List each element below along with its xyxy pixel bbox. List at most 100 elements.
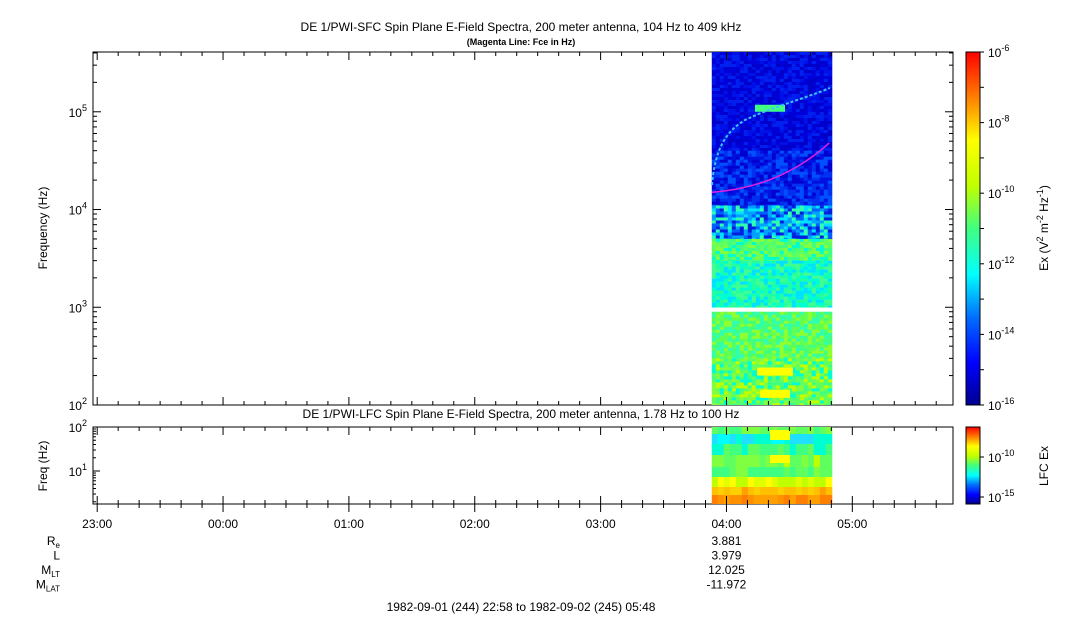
spectrogram-cell [763,229,769,233]
spectrogram-cell [803,204,809,206]
spectrogram-cell [743,232,749,236]
spectrogram-cell [751,214,757,218]
spectrogram-cell [771,241,777,246]
spectrogram-cell [811,241,817,246]
spectrogram-cell [739,189,745,193]
spectrogram-cell [755,97,761,101]
spectrogram-cell [791,94,797,98]
spectrogram-cell [799,223,805,227]
spectrogram-cell [763,302,769,306]
spectrogram-cell [815,223,821,227]
spectrogram-cell [731,373,737,377]
spectrogram-cell [739,397,745,401]
spectrogram-cell [731,168,737,172]
spectrogram-cell [751,385,757,389]
spectrogram-cell [823,153,829,157]
spectrogram-cell [711,373,717,377]
spectrogram-cell [715,136,721,140]
spectrogram-cell [751,403,757,405]
spectrogram-cell [711,403,717,405]
spectrogram-cell [747,217,753,221]
spectrogram-cell [735,259,741,261]
spectrogram-cell [787,259,793,261]
spectrogram-cell [759,208,765,212]
spectrogram-cell [795,180,801,184]
spectrogram-cell [727,284,733,288]
spectrogram-cell [767,205,773,209]
low-spectrogram-cell [729,444,737,456]
spectrogram-cell [775,397,781,401]
spectrogram-cell [755,133,761,137]
spectrogram-cell [711,250,717,255]
low-spectrogram-cell [741,434,749,445]
spectrogram-cell [775,103,781,107]
spectrogram-cell [779,350,785,355]
spectrogram-cell [779,100,785,104]
spectrogram-cell [731,177,737,181]
spectrogram-cell [735,281,741,285]
spectrogram-cell [791,266,797,270]
spectrogram-cell [795,76,801,80]
spectrogram-cell [711,64,717,68]
spectrogram-cell [747,247,753,252]
spectrogram-cell [711,259,717,261]
spectrogram-cell [751,112,757,116]
spectrogram-cell [763,79,769,83]
spectrogram-cell [799,217,805,221]
spectrogram-cell [711,293,717,297]
spectrogram-cell [807,226,813,230]
spectrogram-cell [815,284,821,288]
spectrogram-cell [763,253,769,258]
spectrogram-cell [727,201,733,205]
spectrogram-cell [751,296,757,300]
spectrogram-cell [827,338,833,343]
spectrogram-cell [827,103,833,107]
spectrogram-cell [795,156,801,160]
spectrogram-cell [763,204,769,206]
spectrogram-cell [771,332,777,337]
spectrogram-cell [815,356,821,359]
spectrogram-cell [727,177,733,181]
spectrogram-cell [763,278,769,282]
spectrogram-cell [827,61,833,65]
spectrogram-cell [735,302,741,306]
colorbar-tick-label: 10-12 [988,255,1014,272]
spectrogram-cell [803,94,809,98]
low-spectrogram-cell [717,487,725,496]
spectrogram-cell [815,235,821,239]
spectrogram-cell [735,130,741,134]
spectrogram-cell [747,177,753,181]
spectrogram-cell [819,162,825,166]
spectrogram-cell [779,296,785,300]
spectrogram-cell [771,85,777,89]
spectrogram-cell [771,358,777,362]
spectrogram-cell [827,55,833,59]
spectrogram-cell [755,244,761,249]
spectrogram-cell [775,364,781,368]
spectrogram-cell [795,97,801,101]
spectrogram-cell [803,284,809,288]
spectrogram-cell [779,281,785,285]
spectrogram-cell [723,266,729,270]
spectrogram-cell [791,391,797,395]
spectrogram-cell [819,287,825,291]
spectrogram-cell [723,320,729,325]
spectrogram-cell [743,133,749,137]
spectrogram-cell [719,115,725,119]
spectrogram-cell [827,133,833,137]
spectrogram-cell [735,153,741,157]
spectrogram-cell [723,281,729,285]
spectrogram-cell [807,223,813,227]
spectrogram-cell [815,217,821,221]
spectrogram-cell [735,229,741,233]
spectrogram-cell [735,244,741,249]
spectrogram-cell [739,136,745,140]
low-spectrogram-cell [825,487,833,496]
spectrogram-cell [827,263,833,267]
spectrogram-cell [711,223,717,227]
spectrogram-cell [751,259,757,261]
spectrogram-cell [739,168,745,172]
spectrogram-cell [803,177,809,181]
spectrogram-cell [731,353,737,358]
spectrogram-cell [827,79,833,83]
